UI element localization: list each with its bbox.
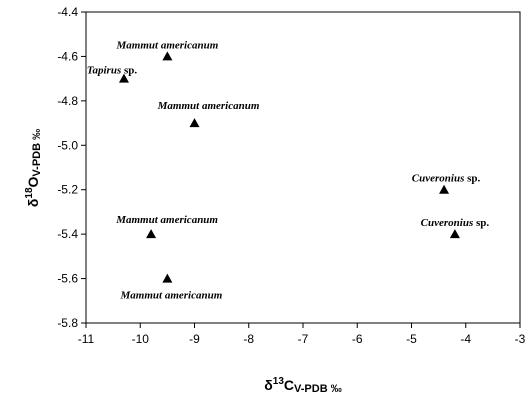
taxon-genus: Cuveronius [421, 217, 474, 229]
y-axis-title: δ18OV-PDB ‰ [24, 129, 43, 207]
y-axis-title-main: O [25, 176, 41, 187]
y-tick-label: -5.8 [57, 316, 78, 330]
taxon-genus: Tapirus [87, 65, 121, 77]
taxon-rank: sp. [121, 65, 137, 77]
taxon-genus: Mammut [115, 214, 159, 226]
data-point-marker [162, 273, 173, 283]
x-tick-label: -3 [515, 332, 526, 346]
data-points [118, 51, 460, 283]
y-tick-label: -4.8 [57, 94, 78, 108]
x-tick-label: -10 [132, 332, 150, 346]
x-tick-label: -9 [189, 332, 200, 346]
data-point-label: Mammut americanum [115, 214, 218, 226]
point-labels: Mammut americanum Tapirus sp. Mammut ameri… [87, 39, 490, 301]
plot-frame [85, 11, 521, 324]
data-point-marker [146, 229, 157, 239]
y-tick-label: -5.6 [57, 272, 78, 286]
y-tick-label: -4.4 [57, 5, 78, 19]
y-axis: -4.4 -4.6 -4.8 -5.0 -5.2 -5.4 -5.6 -5.8 [57, 5, 86, 330]
x-axis-title-main: C [284, 377, 294, 393]
x-axis: -11 -10 -9 -8 -7 -6 -5 -4 -3 [78, 323, 526, 346]
taxon-rank: sp. [464, 173, 480, 185]
data-point-marker [118, 73, 129, 83]
data-point-label: Mammut americanum [157, 100, 260, 112]
data-point-label: Mammut americanum [115, 39, 218, 51]
data-point-label: Cuveronius sp. [421, 217, 490, 229]
taxon-genus: Cuveronius [412, 173, 465, 185]
taxon-epithet: americanum [199, 100, 260, 112]
data-point-label: Tapirus sp. [87, 65, 138, 77]
taxon-epithet: americanum [158, 214, 219, 226]
data-point-label: Mammut americanum [119, 290, 222, 302]
taxon-epithet: americanum [158, 39, 219, 51]
x-tick-label: -11 [78, 332, 95, 346]
data-point-marker [189, 118, 200, 128]
x-tick-label: -4 [460, 332, 471, 346]
x-tick-label: -8 [243, 332, 254, 346]
y-tick-label: -5.2 [57, 183, 78, 197]
x-axis-title-prefix: δ [264, 377, 273, 393]
taxon-genus: Mammut [115, 39, 159, 51]
x-axis-title-sup: 13 [273, 376, 285, 387]
y-axis-title-sup: 18 [24, 187, 35, 199]
data-point-marker [439, 184, 450, 194]
data-point-marker [449, 229, 460, 239]
taxon-rank: sp. [473, 217, 489, 229]
y-tick-label: -5.0 [57, 138, 78, 152]
data-point-label: Cuveronius sp. [412, 173, 481, 185]
y-axis-title-prefix: δ [25, 199, 41, 208]
taxon-epithet: americanum [162, 290, 223, 302]
data-point-marker [162, 51, 173, 61]
y-axis-title-sub: V-PDB ‰ [31, 129, 43, 177]
taxon-genus: Mammut [157, 100, 201, 112]
x-axis-title: δ13CV-PDB ‰ [264, 376, 341, 395]
y-tick-label: -5.4 [57, 227, 78, 241]
x-tick-label: -6 [352, 332, 363, 346]
x-tick-label: -7 [298, 332, 309, 346]
taxon-genus: Mammut [119, 290, 163, 302]
y-tick-label: -4.6 [57, 49, 78, 63]
x-axis-title-sub: V-PDB ‰ [294, 383, 342, 395]
x-tick-label: -5 [406, 332, 417, 346]
plot-area [85, 11, 521, 324]
